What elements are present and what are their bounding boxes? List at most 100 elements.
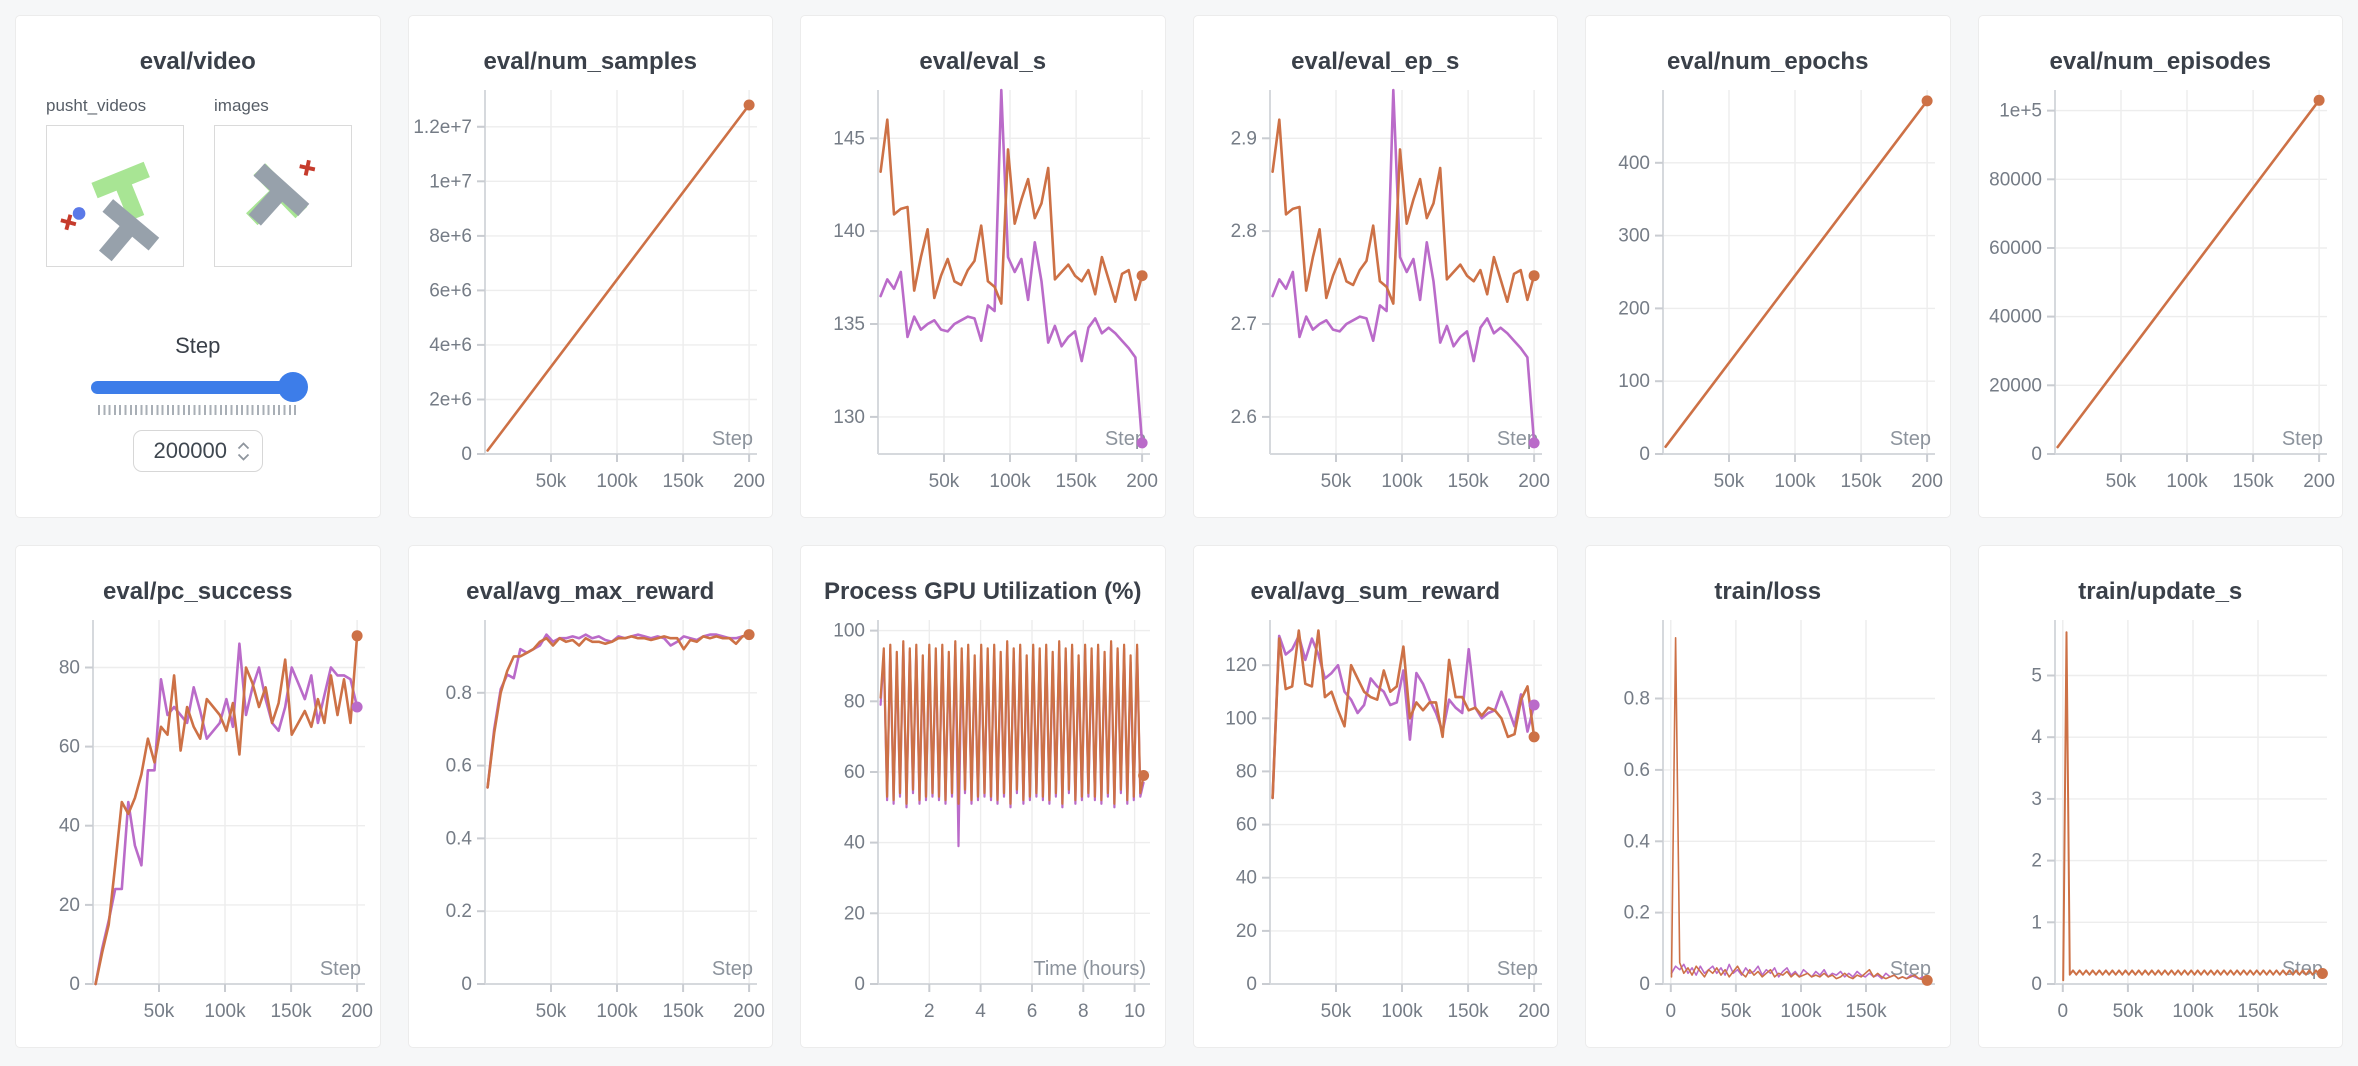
pusht-scene-video	[60, 161, 160, 262]
svg-text:Step: Step	[712, 428, 753, 450]
chart-plot[interactable]: 2.6 2.7 2.8 2.9 50k 100k 150k 200 Step	[1196, 76, 1554, 504]
svg-text:50k: 50k	[928, 471, 959, 492]
svg-text:0.8: 0.8	[446, 683, 472, 704]
gray-tee-shape	[98, 199, 160, 262]
slider-handle[interactable]	[277, 372, 308, 402]
svg-text:Step: Step	[712, 958, 753, 980]
svg-text:0.2: 0.2	[1623, 903, 1649, 924]
svg-text:0.4: 0.4	[1623, 831, 1650, 852]
svg-text:2: 2	[924, 1001, 935, 1022]
svg-text:50k: 50k	[1713, 471, 1744, 492]
series-purple-run	[1271, 88, 1536, 445]
chart-plot[interactable]: 0 20 40 60 80 100 120 50k 100k 150k 200 Step	[1196, 606, 1554, 1034]
last-point-dot-purple-run	[1528, 437, 1540, 449]
step-slider-block: Step 200000	[16, 333, 380, 472]
chart-plot[interactable]: 0 20000 40000 60000 80000 1e+5 50k 100k 150k 200 S…	[1981, 76, 2339, 504]
series-purple-run	[486, 633, 751, 789]
svg-text:135: 135	[833, 314, 865, 335]
svg-text:150k: 150k	[2233, 471, 2275, 492]
svg-text:60: 60	[1236, 815, 1257, 836]
chart-plot[interactable]: 0 2e+6 4e+6 6e+6 8e+6 1e+7 1.2e+7 50k 100k 150k 20…	[411, 76, 769, 504]
pusht-scene-image	[246, 159, 316, 226]
step-slider-label: Step	[175, 333, 221, 358]
pusht-video-thumbnail[interactable]	[46, 125, 184, 267]
svg-text:0: 0	[2032, 974, 2043, 995]
chart-plot[interactable]: 0 20 40 60 80 50k 100k 150k 200 Step	[19, 606, 377, 1034]
chevron-up-icon[interactable]	[237, 441, 250, 450]
svg-text:20000: 20000	[1989, 375, 2042, 396]
chart-panel-train-update-s: train/update_s 0 1 2 3 4 5 0 50k 100k 150k Step	[1977, 545, 2343, 1048]
svg-text:200: 200	[1618, 298, 1650, 319]
svg-text:Step: Step	[2282, 958, 2323, 980]
svg-text:200: 200	[733, 471, 765, 492]
chart-title: eval/num_episodes	[2049, 48, 2271, 75]
svg-text:150k: 150k	[1448, 1001, 1490, 1022]
chart-title: train/update_s	[2078, 578, 2243, 605]
svg-text:200: 200	[341, 1001, 373, 1022]
media-images: images	[214, 96, 352, 267]
svg-text:0: 0	[854, 974, 865, 995]
svg-text:150k: 150k	[1840, 471, 1882, 492]
svg-text:1: 1	[2032, 912, 2043, 933]
last-point-dot-purple-run	[1136, 437, 1148, 449]
svg-text:140: 140	[833, 221, 865, 242]
step-number-input[interactable]: 200000	[132, 430, 263, 472]
svg-text:Step: Step	[1890, 958, 1931, 980]
svg-text:4: 4	[2032, 727, 2043, 748]
svg-text:0.2: 0.2	[446, 901, 472, 922]
svg-text:100k: 100k	[1382, 1001, 1424, 1022]
svg-text:100: 100	[1618, 371, 1650, 392]
series-purple-run	[879, 88, 1144, 445]
last-point-dot-purple-run	[351, 701, 363, 713]
chart-area: 0 20 40 60 80 100 2 4 6 8 10 Time (hours)	[804, 606, 1162, 1047]
chart-plot[interactable]: 130 135 140 145 50k 100k 150k 200 Step	[804, 76, 1162, 504]
chart-plot[interactable]: 0 0.2 0.4 0.6 0.8 50k 100k 150k 200 Step	[411, 606, 769, 1034]
svg-text:200: 200	[1911, 471, 1943, 492]
chart-area: 0 0.2 0.4 0.6 0.8 50k 100k 150k 200 Step	[411, 606, 769, 1047]
svg-text:100k: 100k	[1774, 471, 1816, 492]
svg-text:Step: Step	[2282, 428, 2323, 450]
media-label: images	[214, 96, 269, 115]
chart-panel-process-gpu-utilization: Process GPU Utilization (%) 0 20 40 60 80 100 2…	[800, 545, 1166, 1048]
chart-plot[interactable]: 0 100 200 300 400 50k 100k 150k 200 Step	[1589, 76, 1947, 504]
series-orange-run	[1271, 118, 1536, 305]
svg-text:100: 100	[1226, 708, 1258, 729]
chart-title: eval/eval_s	[919, 48, 1047, 75]
svg-text:300: 300	[1618, 226, 1650, 247]
pusht-image-thumbnail[interactable]	[214, 125, 352, 267]
stepper-chevrons	[237, 441, 250, 461]
series-orange-run	[1664, 99, 1929, 449]
media-label: pusht_videos	[46, 96, 147, 115]
last-point-dot-purple-run	[1528, 699, 1540, 711]
last-point-dot-orange-run	[1136, 270, 1148, 282]
svg-text:0.6: 0.6	[1623, 760, 1649, 781]
svg-text:20: 20	[59, 895, 80, 916]
svg-text:200: 200	[1518, 471, 1550, 492]
series-purple-run	[94, 642, 359, 986]
svg-text:60: 60	[844, 762, 865, 783]
svg-text:130: 130	[833, 407, 865, 428]
svg-text:50k: 50k	[536, 1001, 567, 1022]
series-orange-run	[94, 634, 359, 986]
media-pusht-videos: pusht_videos	[46, 96, 184, 267]
svg-text:4e+6: 4e+6	[429, 335, 472, 356]
svg-text:6: 6	[1026, 1001, 1037, 1022]
chevron-down-icon[interactable]	[237, 453, 250, 461]
chart-area: 2.6 2.7 2.8 2.9 50k 100k 150k 200 Step	[1196, 76, 1554, 517]
step-value[interactable]: 200000	[153, 438, 227, 463]
svg-text:40000: 40000	[1989, 307, 2042, 328]
chart-panel-train-loss: train/loss 0 0.2 0.4 0.6 0.8 0 50k 100k 150k Step	[1585, 545, 1951, 1048]
svg-text:50k: 50k	[1321, 1001, 1352, 1022]
svg-text:50k: 50k	[2106, 471, 2137, 492]
chart-plot[interactable]: 0 20 40 60 80 100 2 4 6 8 10 Time (hours)	[804, 606, 1162, 1034]
chart-title: eval/video	[139, 48, 256, 75]
svg-text:50k: 50k	[1720, 1001, 1751, 1022]
chart-title: train/loss	[1714, 578, 1822, 605]
svg-text:150k: 150k	[663, 1001, 705, 1022]
svg-text:60000: 60000	[1989, 238, 2042, 259]
step-slider[interactable]	[90, 372, 308, 402]
slider-track[interactable]	[90, 381, 305, 394]
svg-text:2e+6: 2e+6	[429, 390, 472, 411]
